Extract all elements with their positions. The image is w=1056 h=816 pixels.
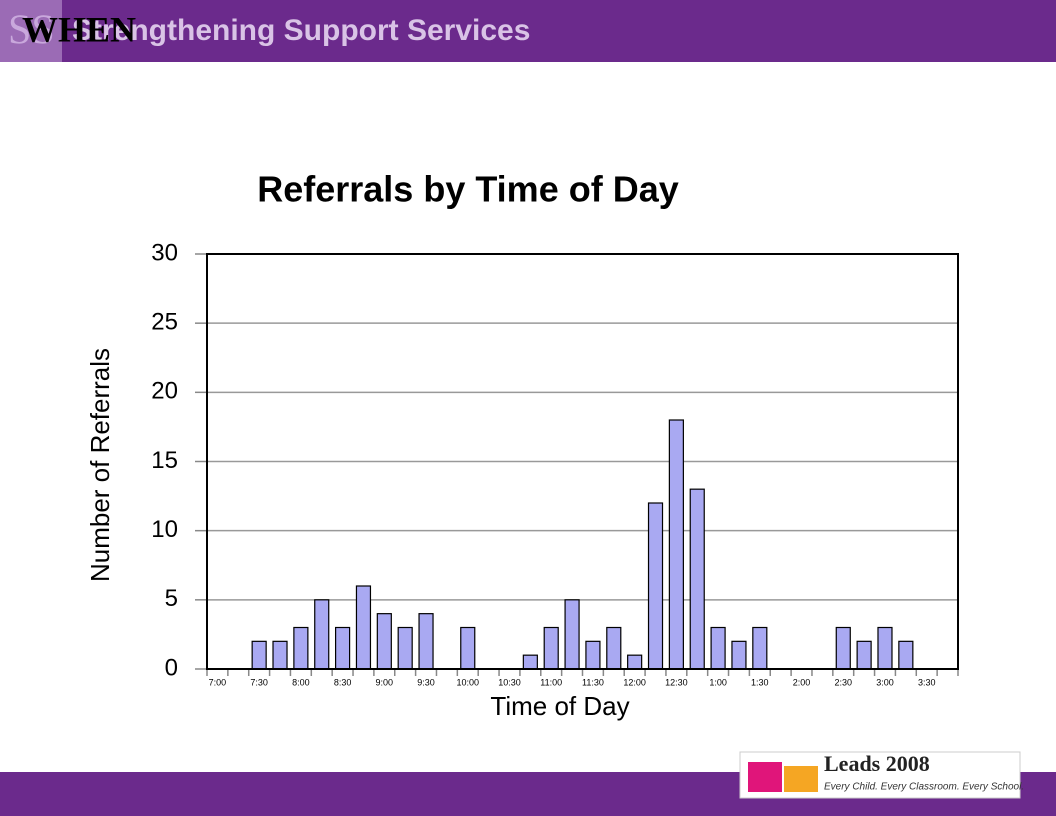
bar — [606, 626, 622, 670]
x-tick-label: 12:00 — [623, 677, 646, 687]
bar — [647, 502, 664, 670]
header-bar — [0, 0, 1056, 62]
x-axis-label: Time of Day — [490, 691, 629, 721]
plot-frame — [206, 253, 959, 670]
logo-box — [0, 0, 62, 62]
bar — [376, 613, 392, 670]
bar — [835, 626, 851, 670]
x-tick-label: 9:00 — [376, 677, 394, 687]
x-tick-label: 1:30 — [751, 677, 769, 687]
bar — [564, 599, 580, 670]
x-tick-label: 2:00 — [793, 677, 811, 687]
x-tick-label: 9:30 — [417, 677, 435, 687]
x-tick-label: 11:30 — [582, 677, 604, 687]
x-tick-label: 10:00 — [456, 677, 479, 687]
bar — [689, 488, 705, 670]
bar — [877, 626, 893, 670]
bar — [460, 626, 476, 670]
header-title: Strengthening Support Services — [72, 14, 530, 47]
bar — [293, 626, 309, 670]
bar — [710, 626, 726, 670]
bar — [397, 626, 413, 670]
y-tick-label: 30 — [151, 239, 178, 266]
logo-icon — [784, 766, 818, 792]
y-tick-label: 0 — [165, 654, 178, 681]
x-tick-label: 2:30 — [834, 677, 852, 687]
x-tick-label: 11:00 — [540, 677, 562, 687]
x-tick-label: 7:00 — [209, 677, 227, 687]
x-tick-label: 1:00 — [709, 677, 727, 687]
logo-icon — [748, 762, 782, 792]
chart-title: Referrals by Time of Day — [257, 169, 679, 210]
footer-tagline: Every Child. Every Classroom. Every Scho… — [824, 782, 1024, 793]
bar — [522, 654, 538, 670]
x-tick-label: 7:30 — [250, 677, 268, 687]
bar — [355, 585, 372, 670]
y-tick-label: 25 — [151, 309, 178, 336]
y-axis-label: Number of Referrals — [85, 348, 115, 582]
bar — [627, 654, 643, 670]
bar — [334, 626, 351, 670]
bar — [543, 626, 559, 670]
bar — [898, 640, 914, 670]
y-tick-label: 15 — [151, 447, 178, 474]
logo: SS — [8, 8, 55, 54]
x-tick-label: 8:00 — [292, 677, 310, 687]
y-tick-label: 20 — [151, 378, 178, 405]
x-tick-label: 8:30 — [334, 677, 352, 687]
heading: WHEN — [22, 9, 136, 49]
bar — [251, 640, 267, 670]
x-tick-label: 3:30 — [918, 677, 936, 687]
bar — [856, 640, 872, 670]
bar — [272, 640, 288, 670]
bar — [752, 626, 768, 670]
y-tick-label: 10 — [151, 516, 178, 543]
x-tick-label: 10:30 — [498, 677, 521, 687]
bar — [585, 640, 601, 670]
bar — [731, 640, 747, 670]
footer-logo: Leads 2008 — [824, 751, 930, 776]
x-tick-label: 3:00 — [876, 677, 894, 687]
bar — [418, 613, 434, 670]
bar — [314, 599, 330, 670]
bar — [668, 419, 684, 670]
y-tick-label: 5 — [165, 585, 178, 612]
x-tick-label: 12:30 — [665, 677, 688, 687]
